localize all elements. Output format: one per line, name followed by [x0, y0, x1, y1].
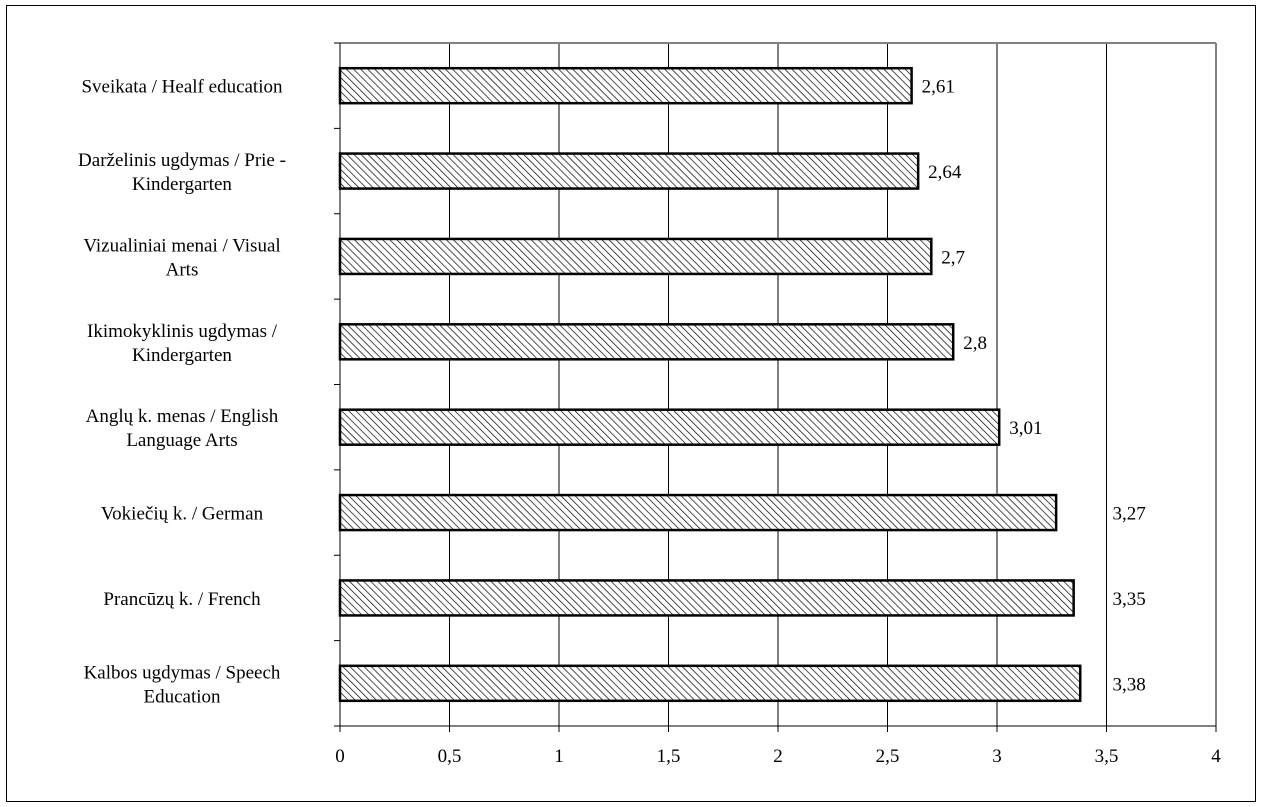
x-tick-label: 2 [773, 746, 783, 767]
x-tick-label: 0 [335, 746, 345, 767]
data-label: 3,38 [1113, 674, 1146, 695]
y-tick-label: Kindergarten [132, 174, 232, 195]
y-tick-label: Darželinis ugdymas / Prie - [78, 150, 286, 171]
gridlines [449, 43, 1217, 726]
bar [338, 237, 933, 276]
x-tick-label: 3 [992, 746, 1002, 767]
y-tick-label: Prancūzų k. / French [103, 589, 261, 610]
x-tick-label: 4 [1211, 746, 1221, 767]
bar [338, 66, 913, 105]
y-tick-label: Kalbos ugdymas / Speech [84, 662, 281, 683]
y-tick-label: Ikimokyklinis ugdymas / [87, 321, 278, 342]
y-tick-label: Education [143, 686, 221, 707]
data-label: 3,35 [1113, 589, 1146, 610]
y-tick-label: Anglų k. menas / English [86, 406, 279, 427]
chart-frame: 0 0,5 1 1,5 2 2,5 3 3,5 4 2,61 Sveikata / Healf ed… [6, 5, 1256, 802]
bar-chart: 0 0,5 1 1,5 2 2,5 3 3,5 4 2,61 Sveikata / Healf ed… [78, 42, 1221, 767]
data-label: 2,8 [963, 333, 987, 354]
bar [338, 323, 955, 361]
y-tick-label: Arts [166, 259, 199, 280]
data-label: 2,7 [941, 247, 965, 268]
data-label: 2,61 [922, 77, 955, 98]
x-tick-label: 0,5 [438, 746, 462, 767]
y-tick-label: Vizualiniai menai / Visual [83, 235, 280, 256]
bar [338, 408, 1001, 446]
y-tick-label: Language Arts [126, 430, 237, 451]
y-tick-label: Sveikata / Healf education [81, 77, 283, 98]
labels: 0 0,5 1 1,5 2 2,5 3 3,5 4 2,61 Sveikata / Healf ed… [78, 77, 1221, 767]
data-label: 3,27 [1113, 504, 1146, 525]
axes [334, 42, 1217, 732]
bar [338, 493, 1058, 532]
x-tick-label: 1 [554, 746, 564, 767]
data-label: 2,64 [928, 162, 962, 183]
y-tick-label: Vokiečių k. / German [101, 504, 264, 525]
bar [338, 579, 1075, 617]
x-tick-label: 1,5 [657, 746, 681, 767]
bar [338, 152, 920, 190]
data-label: 3,01 [1009, 418, 1042, 439]
x-tick-label: 2,5 [876, 746, 900, 767]
x-tick-label: 3,5 [1095, 746, 1119, 767]
bars [338, 66, 1082, 703]
bar [338, 664, 1082, 703]
y-tick-label: Kindergarten [132, 345, 232, 366]
